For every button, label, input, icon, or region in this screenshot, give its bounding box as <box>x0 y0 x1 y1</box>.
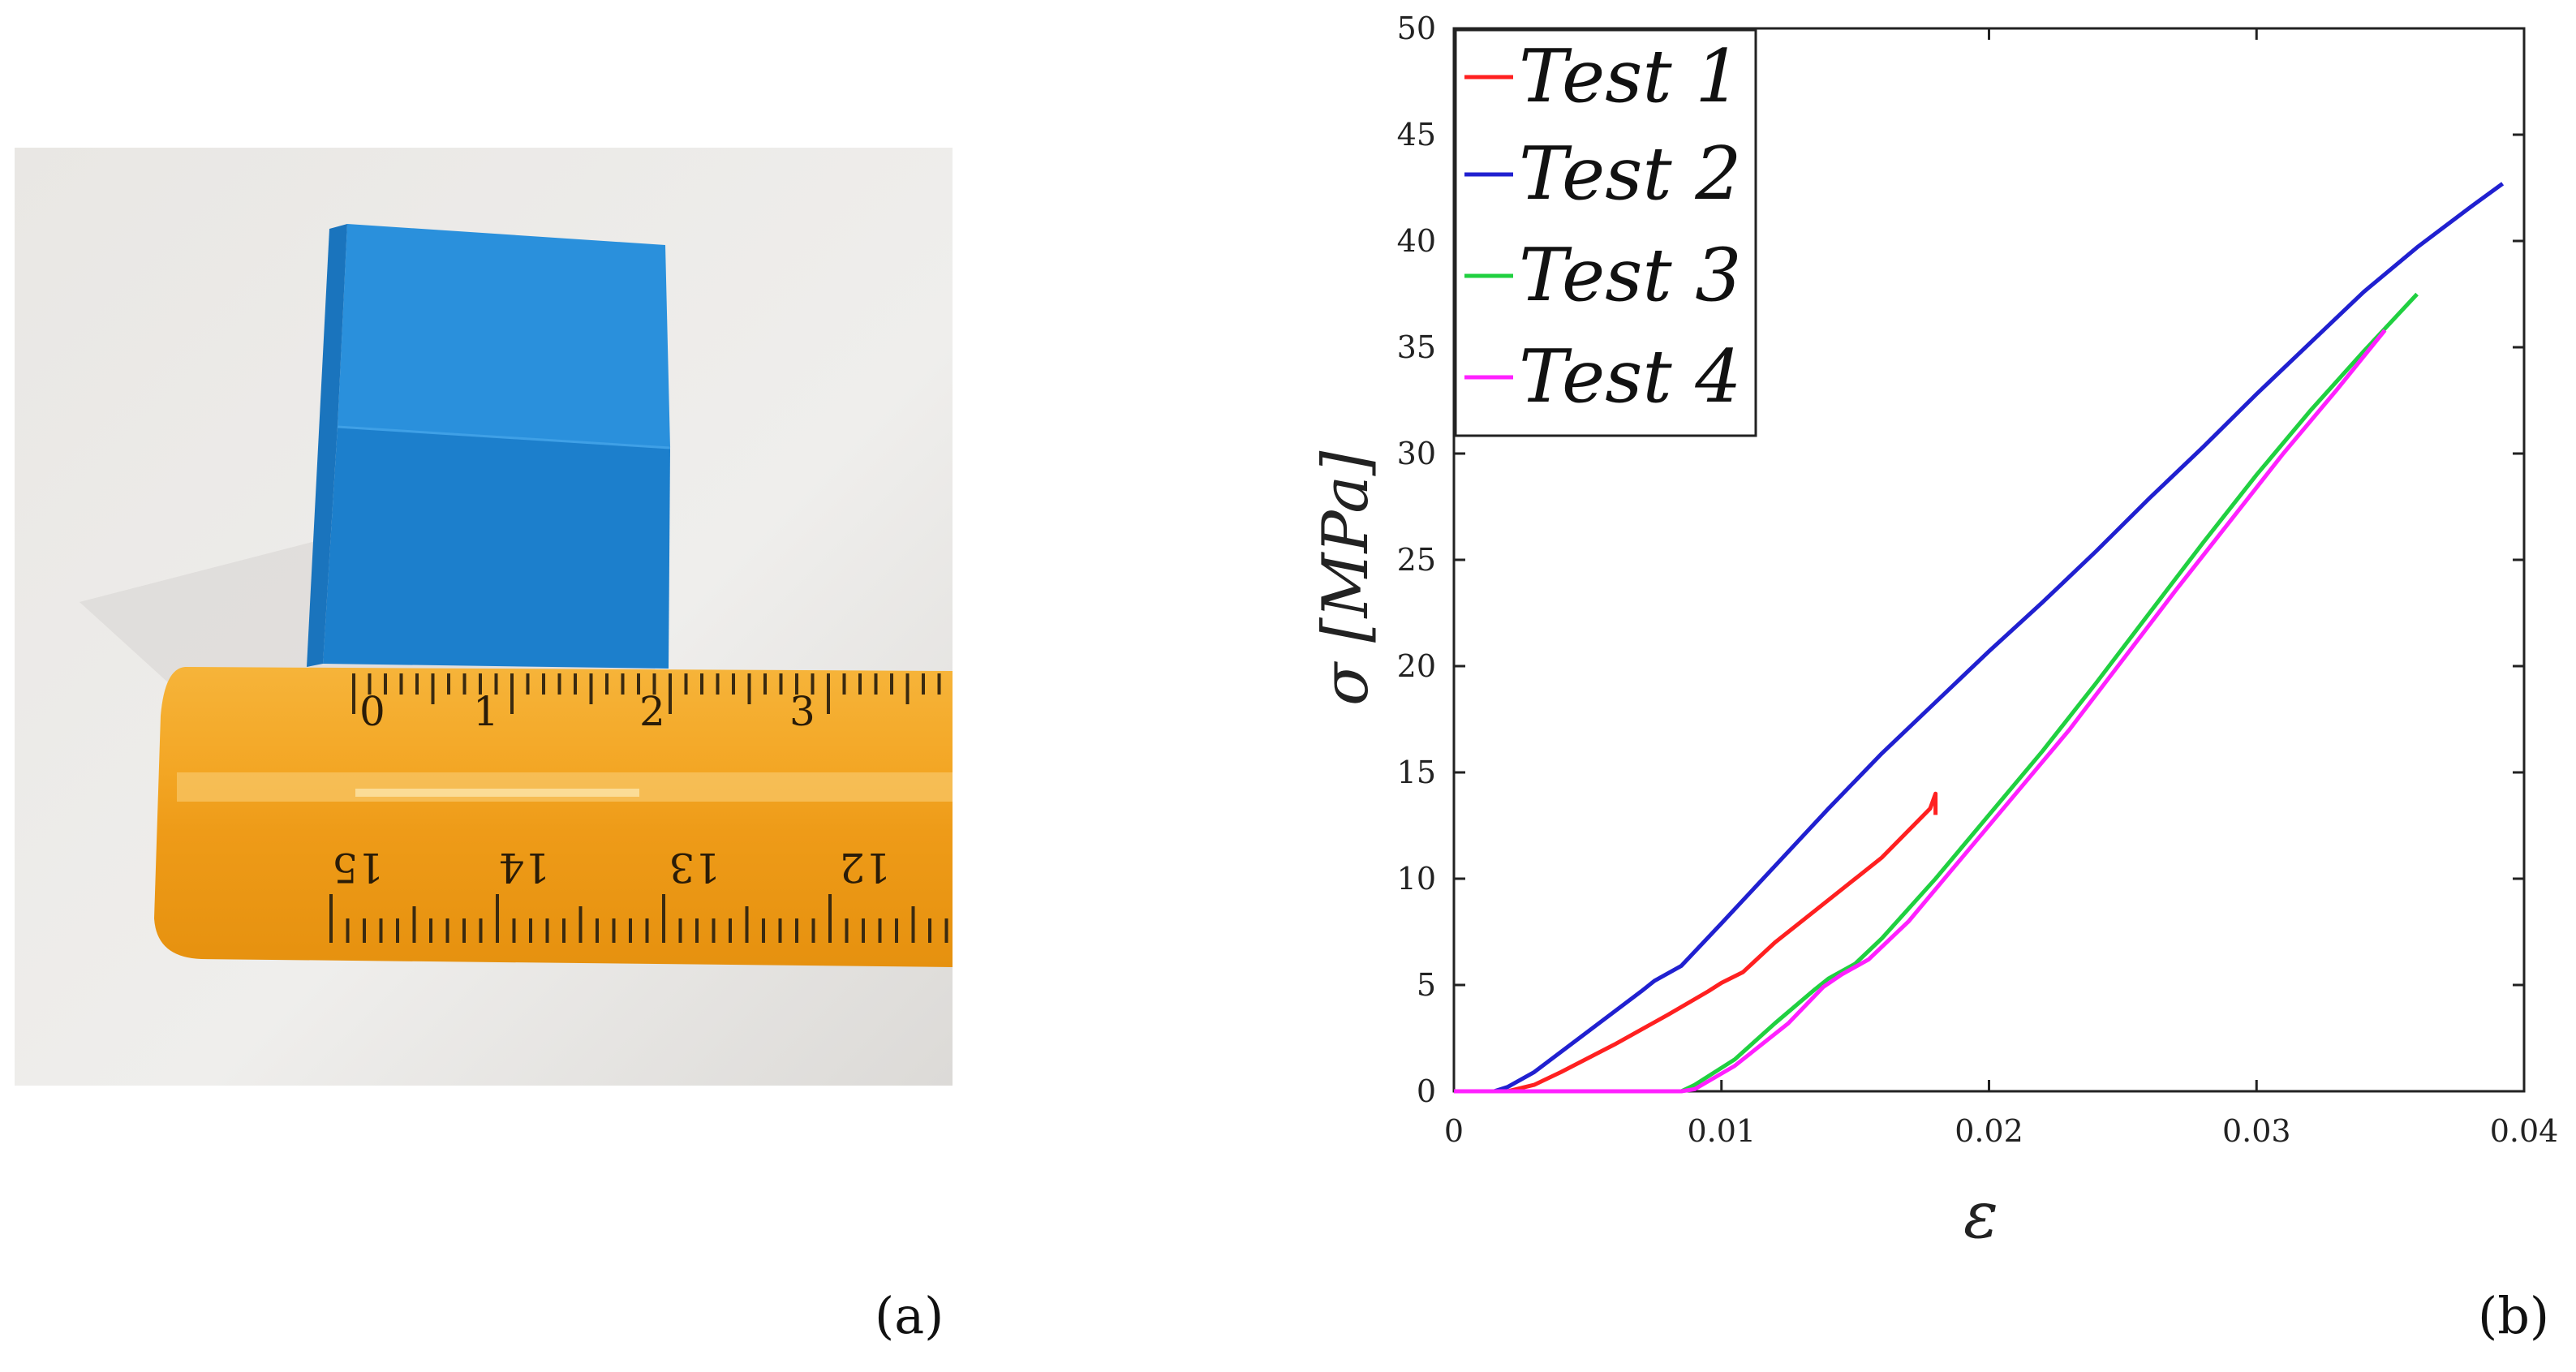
series-line-test2 <box>1454 182 2505 1094</box>
legend: Test 1 Test 2 Test 3 Test 4 <box>1454 28 1757 437</box>
y-tick-label: 25 <box>1397 542 1436 578</box>
series-line-test3 <box>1454 292 2419 1094</box>
y-tick-label: 35 <box>1397 329 1436 365</box>
y-tick-label: 0 <box>1417 1073 1436 1109</box>
y-tick-label: 20 <box>1397 648 1436 684</box>
ruler-number-3: 3 <box>789 688 815 735</box>
x-tick-label: 0.04 <box>2490 1113 2559 1149</box>
blue-cube <box>307 224 671 669</box>
ruler-number-14: 14 <box>498 844 550 891</box>
legend-box <box>1454 28 1757 437</box>
ruler-number-2: 2 <box>639 688 665 735</box>
y-tick-label: 5 <box>1417 967 1436 1003</box>
legend-label-test2: Test 2 <box>1519 131 1742 217</box>
legend-label-test1: Test 1 <box>1519 34 1742 119</box>
series-line-test1 <box>1454 791 1938 1094</box>
y-tick-label: 50 <box>1397 11 1436 46</box>
ruler-number-13: 13 <box>669 844 720 891</box>
x-tick-label: 0.03 <box>2222 1113 2291 1149</box>
ruler-number-0: 0 <box>359 688 385 735</box>
y-tick-label: 45 <box>1397 117 1436 153</box>
y-tick-label: 40 <box>1397 223 1436 259</box>
y-axis-label: σ [MPa] <box>1310 450 1383 706</box>
series-layer <box>1454 182 2505 1094</box>
ruler-ticks-top <box>352 673 941 714</box>
y-tick-label: 30 <box>1397 436 1436 471</box>
x-axis-label: ε <box>1963 1177 1998 1253</box>
x-tick-label: 0.02 <box>1955 1113 2023 1149</box>
panel-label-b: (b) <box>2478 1286 2550 1345</box>
ruler: 0 1 2 3 15 14 13 12 <box>154 667 953 967</box>
series-line-test4 <box>1454 329 2387 1094</box>
specimen-photo: 0 1 2 3 15 14 13 12 <box>15 148 953 1086</box>
x-tick-label: 0.01 <box>1687 1113 1756 1149</box>
x-tick-label: 0 <box>1444 1113 1464 1149</box>
axis-ticks: 0 0.01 0.02 0.03 0.04 0 5 10 15 20 25 30 35 40 45 50 <box>1397 11 2559 1149</box>
ruler-number-15: 15 <box>332 844 384 891</box>
ruler-number-12: 12 <box>839 844 891 891</box>
y-tick-label: 10 <box>1397 861 1436 897</box>
legend-label-test3: Test 3 <box>1519 233 1742 318</box>
ruler-ticks-bottom <box>329 894 948 943</box>
legend-label-test4: Test 4 <box>1519 334 1742 419</box>
ruler-number-1: 1 <box>473 688 499 735</box>
panel-label-a: (a) <box>875 1286 944 1345</box>
y-tick-label: 15 <box>1397 755 1436 790</box>
